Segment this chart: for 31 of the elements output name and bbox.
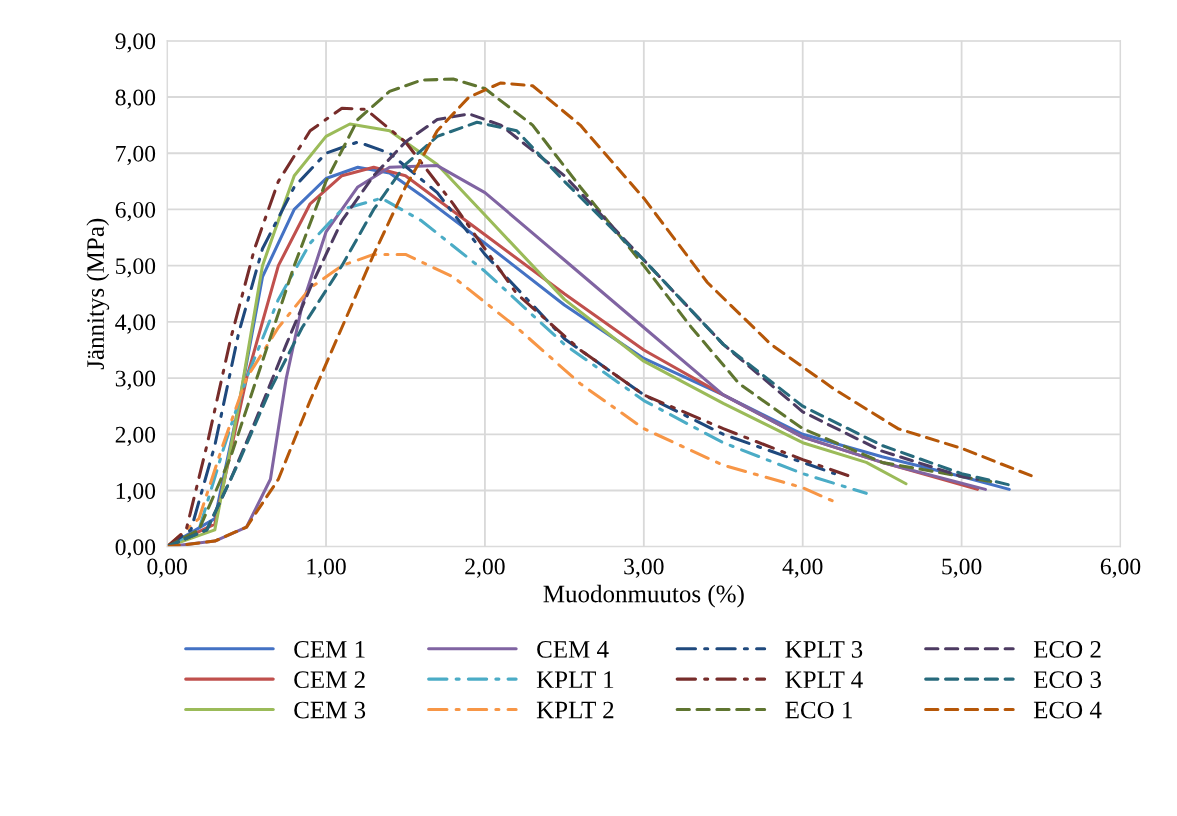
legend-label: KPLT 2 [536, 701, 614, 719]
y-tick-label: 6,00 [115, 201, 156, 222]
legend-label: CEM 3 [294, 701, 366, 719]
x-axis-title: Muodonmuutos (%) [543, 584, 744, 608]
legend-label: CEM 2 [294, 671, 365, 689]
x-tick-label: 2,00 [465, 558, 505, 578]
y-tick-label: 0,00 [115, 539, 156, 559]
x-tick-label: 6,00 [1100, 558, 1141, 578]
x-tick-label: 5,00 [942, 558, 982, 578]
y-tick-label: 9,00 [115, 33, 156, 53]
y-axis-title: Jännitys (MPa) [86, 218, 110, 370]
y-tick-label: 7,00 [116, 145, 156, 166]
legend-label: KPLT 3 [785, 640, 863, 658]
x-tick-label: 4,00 [782, 558, 823, 578]
y-tick-label: 2,00 [115, 426, 156, 447]
legend-label: ECO 2 [1033, 640, 1101, 658]
legend-label: KPLT 4 [785, 671, 863, 688]
legend-label: KPLT 1 [536, 671, 614, 688]
x-tick-label: 3,00 [624, 558, 664, 578]
y-tick-label: 8,00 [115, 89, 156, 109]
y-tick-label: 1,00 [116, 483, 156, 503]
legend-label: CEM 1 [294, 640, 365, 658]
y-tick-label: 5,00 [116, 258, 156, 278]
x-tick-label: 0,00 [147, 558, 187, 578]
y-tick-label: 4,00 [115, 314, 156, 334]
x-tick-label: 1,00 [307, 558, 346, 578]
legend-label: CEM 4 [537, 640, 609, 658]
y-tick-label: 3,00 [115, 370, 156, 390]
legend-label: ECO 4 [1033, 701, 1102, 719]
legend-label: ECO 1 [785, 701, 852, 719]
legend-label: ECO 3 [1033, 671, 1101, 689]
